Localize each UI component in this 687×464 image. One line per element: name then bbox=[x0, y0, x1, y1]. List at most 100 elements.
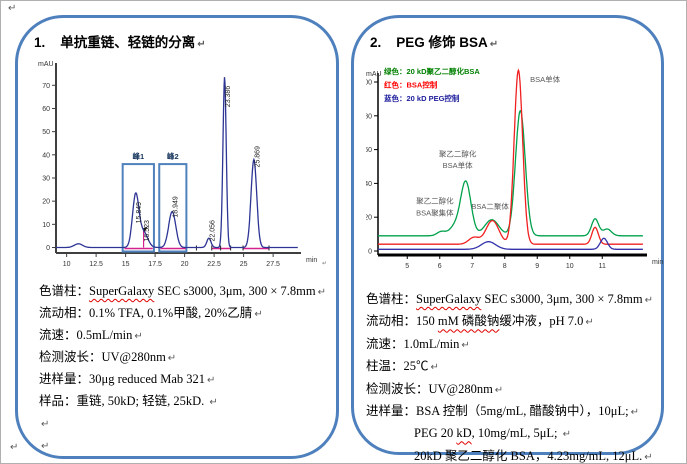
spec-text: 柱温：25℃ bbox=[366, 359, 429, 374]
spec-text: 检测波长：UV@280nm bbox=[39, 350, 166, 364]
panel-2-title: 2. PEG 修饰 BSA ↵ bbox=[370, 31, 498, 51]
misspelled-word: mM 磷酸钠 bbox=[437, 314, 500, 329]
svg-text:40: 40 bbox=[42, 152, 50, 159]
spec-line: 柱温：25℃ ↵ bbox=[366, 356, 653, 378]
svg-text:23.386: 23.386 bbox=[225, 86, 232, 108]
svg-text:聚乙二醇化: 聚乙二醇化 bbox=[416, 196, 454, 206]
paragraph-mark: ↵ bbox=[489, 39, 499, 50]
svg-text:BSA单体: BSA单体 bbox=[443, 160, 474, 170]
panel-2-number: 2. bbox=[370, 35, 382, 50]
svg-text:25.869: 25.869 bbox=[254, 146, 261, 168]
svg-text:20: 20 bbox=[181, 261, 189, 268]
spec-text: 样品：重链, 50kD; 轻链, 25kD. bbox=[39, 394, 208, 408]
paragraph-mark: ↵ bbox=[167, 353, 177, 364]
svg-text:min: min bbox=[652, 259, 663, 266]
svg-text:30: 30 bbox=[42, 175, 50, 182]
svg-text:40: 40 bbox=[366, 181, 372, 188]
svg-text:60: 60 bbox=[366, 147, 372, 154]
svg-text:15.849: 15.849 bbox=[136, 202, 143, 224]
svg-text:27.5: 27.5 bbox=[266, 261, 280, 268]
paragraph-mark: ↵ bbox=[8, 3, 17, 14]
svg-text:min: min bbox=[306, 257, 317, 264]
svg-text:10: 10 bbox=[42, 222, 50, 229]
paragraph-mark: ↵ bbox=[197, 39, 206, 50]
svg-text:12.5: 12.5 bbox=[89, 261, 103, 268]
paragraph-mark: ↵ bbox=[134, 331, 143, 342]
svg-text:20: 20 bbox=[366, 215, 372, 222]
spec-text: 流速：0.5mL/min bbox=[39, 328, 133, 342]
spec-line: PEG 20 kD, 10mg/mL, 5μL; ↵ bbox=[366, 423, 653, 445]
chromatogram-mab-chart: 0 10 20 30 40 50 60 70 10 12.5 15 17.5 20 22.5 25 27.5 m… bbox=[38, 61, 327, 268]
panel-1-title-text: 单抗重链、轻链的分离 bbox=[60, 35, 196, 50]
svg-text:蓝色：20 kD PEG控制: 蓝色：20 kD PEG控制 bbox=[384, 93, 460, 103]
misspelled-word: kD bbox=[456, 426, 472, 441]
svg-text:8: 8 bbox=[503, 263, 507, 270]
chromatogram-bsa-chart: 020406080100567891011mAUmin↵绿色：20 kD聚乙二醇… bbox=[366, 66, 663, 270]
paragraph-mark: ↵ bbox=[317, 287, 327, 298]
panel-1-number: 1. bbox=[34, 35, 46, 50]
spec-text: 流动相：150 bbox=[366, 314, 438, 329]
spec-line: 流速：0.5mL/min ↵ bbox=[39, 325, 326, 347]
panel-peg-bsa: 2.PEG 修饰 BSA↵ 020406080100567891011mAUmi… bbox=[351, 15, 664, 463]
paragraph-mark: ↵ bbox=[254, 309, 263, 320]
spec-text: 色谱柱： bbox=[39, 284, 90, 298]
spec-line: 流速：1.0mL/min ↵ bbox=[366, 334, 653, 356]
spec-line: 检测波长：UV@280nm ↵ bbox=[39, 347, 326, 369]
svg-text:5: 5 bbox=[405, 263, 409, 270]
svg-text:17.5: 17.5 bbox=[148, 261, 162, 268]
svg-text:BSA二聚体: BSA二聚体 bbox=[471, 201, 509, 211]
svg-text:↵: ↵ bbox=[322, 261, 327, 267]
spec-list-1: 色谱柱：SuperGalaxy SEC s3000, 3μm, 300 × 7.… bbox=[39, 281, 326, 457]
svg-text:聚乙二醇化: 聚乙二醇化 bbox=[439, 148, 477, 158]
svg-text:BSA单体: BSA单体 bbox=[530, 74, 561, 84]
paragraph-mark: ↵ bbox=[562, 429, 572, 441]
svg-text:10: 10 bbox=[63, 261, 71, 268]
spec-text: SEC s3000, 3μm, 300 × 7.8mm bbox=[481, 292, 643, 306]
spec-line: 20kD 聚乙二醇化 BSA，4.23mg/mL, 12μL. ↵ bbox=[366, 446, 653, 463]
svg-text:15: 15 bbox=[122, 261, 130, 268]
svg-text:22.056: 22.056 bbox=[209, 220, 216, 242]
svg-text:100: 100 bbox=[366, 80, 372, 87]
paragraph-mark: ↵ bbox=[630, 407, 640, 419]
spec-text: 流速：1.0mL/min bbox=[366, 336, 460, 351]
svg-text:峰2: 峰2 bbox=[167, 151, 179, 161]
spec-line: 样品：重链, 50kD; 轻链, 25kD. ↵ bbox=[39, 391, 326, 413]
spec-line: ↵ bbox=[39, 435, 326, 457]
svg-text:18.949: 18.949 bbox=[173, 196, 180, 218]
svg-text:16.523: 16.523 bbox=[144, 220, 151, 242]
svg-text:20: 20 bbox=[42, 199, 50, 206]
spec-line: 色谱柱：SuperGalaxy SEC s3000, 3μm, 300 × 7.… bbox=[39, 281, 326, 303]
paragraph-mark: ↵ bbox=[41, 419, 50, 430]
svg-text:60: 60 bbox=[42, 106, 50, 113]
panel-2-title-text: PEG 修饰 BSA bbox=[396, 35, 488, 50]
panel-1-title: 1. 单抗重链、轻链的分离 ↵ bbox=[34, 31, 206, 51]
svg-text:9: 9 bbox=[535, 263, 539, 270]
svg-text:10: 10 bbox=[566, 263, 574, 270]
svg-text:绿色：20 kD聚乙二醇化BSA: 绿色：20 kD聚乙二醇化BSA bbox=[384, 66, 480, 76]
paragraph-mark: ↵ bbox=[430, 362, 439, 374]
svg-text:0: 0 bbox=[46, 245, 50, 252]
svg-text:80: 80 bbox=[366, 113, 372, 120]
svg-text:0: 0 bbox=[368, 249, 372, 256]
spec-text: SEC s3000, 3μm, 300 × 7.8mm bbox=[154, 284, 316, 298]
spec-text: 进样量：30μg reduced Mab 321 bbox=[39, 372, 206, 386]
spec-line: 流动相：150 mM 磷酸钠缓冲液，pH 7.0 ↵ bbox=[366, 311, 653, 333]
spec-line: 检测波长：UV@280nm ↵ bbox=[366, 379, 653, 401]
svg-text:mAU: mAU bbox=[38, 61, 54, 68]
svg-text:6: 6 bbox=[438, 263, 442, 270]
paragraph-mark: ↵ bbox=[461, 339, 470, 351]
svg-text:红色：BSA控制: 红色：BSA控制 bbox=[384, 80, 438, 90]
paragraph-mark: ↵ bbox=[41, 441, 50, 452]
misspelled-word: SuperGalaxy bbox=[416, 292, 482, 306]
spec-text: , 10mg/mL, 5μL; bbox=[471, 426, 561, 441]
paragraph-mark: ↵ bbox=[207, 375, 216, 386]
svg-text:25: 25 bbox=[240, 261, 248, 268]
paragraph-mark: ↵ bbox=[644, 295, 654, 306]
paragraph-mark: ↵ bbox=[10, 442, 19, 453]
svg-text:BSA聚集体: BSA聚集体 bbox=[416, 208, 454, 218]
svg-text:mAU: mAU bbox=[366, 71, 382, 78]
svg-text:22.5: 22.5 bbox=[207, 261, 221, 268]
spec-line: 流动相：0.1% TFA, 0.1%甲酸, 20%乙腈 ↵ bbox=[39, 303, 326, 325]
spec-text: 20kD 聚乙二醇化 BSA，4.23mg/mL, 12μL. bbox=[414, 448, 643, 463]
